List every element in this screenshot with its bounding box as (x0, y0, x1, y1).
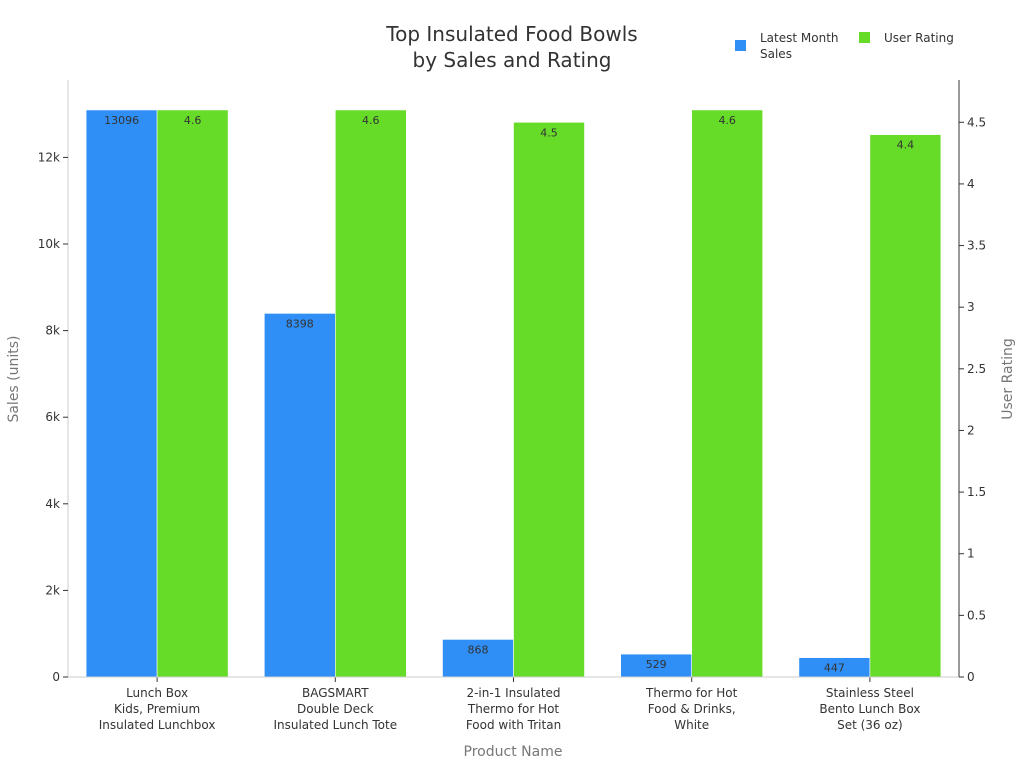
rating-value-label-4: 4.6 (718, 114, 736, 127)
y-left-tick-label-1: 0 (52, 670, 60, 684)
rating-value-label-1: 4.6 (184, 114, 202, 127)
legend-label-sales-line-2: Sales (760, 47, 792, 61)
x-tick-label-1-line-1: Lunch Box (126, 686, 188, 700)
rating-value-label-5: 4.4 (897, 139, 915, 152)
sales-value-label-4: 529 (646, 658, 667, 671)
axes: Lunch Box Kids, Premium Insulated Lunchbox… (38, 80, 986, 732)
y-left-tick-label-3: 4k (45, 497, 60, 511)
y-right-tick-label-1: 0 (967, 670, 975, 684)
sales-value-label-1: 13096 (104, 114, 139, 127)
x-tick-label-4-line-1: Thermo for Hot (645, 686, 738, 700)
x-tick-label-3-line-2: Thermo for Hot (467, 702, 560, 716)
y-right-tick-label-5: 2 (967, 423, 975, 437)
y-left-tick-label-2: 2k (45, 583, 60, 597)
y-left-tick-label-6: 10k (38, 237, 60, 251)
y-axis-right-title: User Rating (1000, 338, 1016, 420)
legend-swatch-sales (735, 40, 746, 51)
legend-swatch-rating (859, 32, 870, 43)
x-tick-label-4-line-3: White (674, 718, 709, 732)
chart-title: Top Insulated Food Bowls by Sales and Ra… (385, 22, 637, 72)
sales-bar-1[interactable] (85, 109, 158, 678)
y-right-tick-label-9: 4 (967, 177, 975, 191)
rating-bar-1[interactable] (156, 109, 229, 678)
y-right-tick-label-10: 4.5 (967, 115, 986, 129)
sales-bar-2[interactable] (263, 313, 336, 678)
x-tick-label-2-line-3: Insulated Lunch Tote (273, 718, 397, 732)
y-right-tick-label-3: 1 (967, 547, 975, 561)
rating-bar-2[interactable] (334, 109, 407, 678)
x-tick-label-3-line-3: Food with Tritan (466, 718, 561, 732)
x-tick-label-3-line-1: 2-in-1 Insulated (466, 686, 560, 700)
x-tick-label-2-line-1: BAGSMART (302, 686, 369, 700)
rating-value-label-3: 4.5 (540, 126, 558, 139)
y-left-tick-label-5: 8k (45, 324, 60, 338)
legend-item-rating[interactable]: User Rating (859, 31, 954, 45)
x-tick-label-1-line-2: Kids, Premium (114, 702, 200, 716)
legend-item-sales[interactable]: Latest Month Sales (735, 31, 839, 61)
legend-label-sales-line-1: Latest Month (760, 31, 839, 45)
sales-bar-3[interactable] (442, 639, 514, 678)
sales-value-label-3: 868 (468, 643, 489, 656)
y-right-tick-label-6: 2.5 (967, 362, 986, 376)
sales-value-label-5: 447 (824, 662, 845, 675)
sales-value-label-2: 8398 (286, 317, 314, 330)
chart-title-line-2: by Sales and Rating (413, 48, 612, 72)
legend-label-rating: User Rating (884, 31, 954, 45)
x-tick-label-4-line-2: Food & Drinks, (648, 702, 736, 716)
y-right-tick-label-2: 0.5 (967, 608, 986, 622)
x-tick-label-5-line-2: Bento Lunch Box (819, 702, 920, 716)
x-axis-title: Product Name (464, 744, 563, 760)
y-axis-left-title: Sales (units) (6, 335, 22, 422)
chart-title-line-1: Top Insulated Food Bowls (385, 22, 637, 46)
x-tick-label-5-line-3: Set (36 oz) (837, 718, 903, 732)
y-right-tick-label-4: 1.5 (967, 485, 986, 499)
rating-bar-3[interactable] (513, 121, 585, 678)
legend: Latest Month Sales User Rating (735, 31, 954, 61)
plot-area: 13096 4.6 8398 4.6 868 4.5 529 4.6 447 4.4 (85, 109, 942, 678)
rating-bar-5[interactable] (869, 134, 942, 678)
y-left-tick-label-4: 6k (45, 410, 60, 424)
y-right-tick-label-7: 3 (967, 300, 975, 314)
y-left-tick-label-7: 12k (38, 150, 60, 164)
y-right-tick-label-8: 3.5 (967, 239, 986, 253)
rating-value-label-2: 4.6 (362, 114, 380, 127)
x-tick-label-5-line-1: Stainless Steel (826, 686, 914, 700)
x-tick-label-2-line-2: Double Deck (297, 702, 374, 716)
x-tick-label-1-line-3: Insulated Lunchbox (99, 718, 216, 732)
rating-bar-4[interactable] (691, 109, 764, 678)
